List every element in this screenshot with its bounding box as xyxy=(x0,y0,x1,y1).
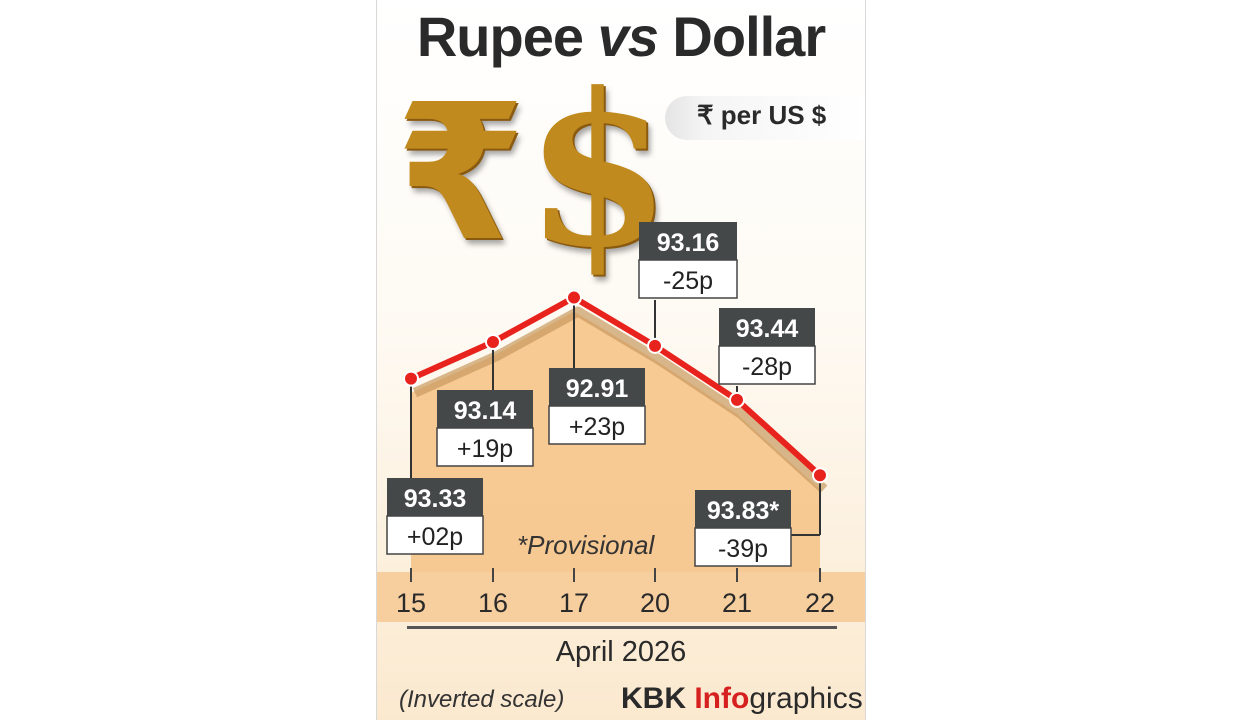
data-point xyxy=(566,289,582,306)
line-chart: 93.33 +02p 93.14 +19p 92.91 +23p 93.16 -25p 93.4… xyxy=(377,222,865,622)
credit-tail: graphics xyxy=(749,682,863,715)
x-tick-label: 15 xyxy=(396,588,426,618)
change-label-box xyxy=(718,345,816,385)
value-label-box xyxy=(549,368,645,406)
value-label-box xyxy=(719,308,815,346)
axis-band xyxy=(377,572,865,622)
change-label-box xyxy=(386,515,484,555)
credit-line: KBK Infographics xyxy=(621,682,863,716)
credit-brand: KBK xyxy=(621,682,695,715)
value-label: 93.33 xyxy=(404,485,467,513)
change-label-box xyxy=(638,259,738,299)
chart-title: Rupee vs Dollar xyxy=(377,4,865,69)
value-label-box xyxy=(695,490,791,528)
x-tick-label: 21 xyxy=(722,588,752,618)
change-label: -39p xyxy=(718,535,768,563)
infographic-panel: Rupee vs Dollar ₹ per US $ ₹ $ 93.33 +02p… xyxy=(376,0,866,720)
title-dollar: Dollar xyxy=(657,5,826,68)
credit-info: Info xyxy=(694,682,750,715)
change-label-box xyxy=(694,527,792,567)
change-label: -25p xyxy=(663,267,713,295)
x-axis-rule xyxy=(407,626,837,629)
value-label-box xyxy=(639,222,737,260)
title-rupee: Rupee xyxy=(416,5,598,68)
change-label: +23p xyxy=(569,413,625,441)
value-label-box xyxy=(437,390,533,428)
change-label: +19p xyxy=(457,435,513,463)
data-point xyxy=(647,337,663,354)
data-point xyxy=(812,467,828,484)
value-label: 93.16 xyxy=(657,229,720,257)
x-axis-label: April 2026 xyxy=(555,636,687,668)
change-label: -28p xyxy=(742,353,792,381)
title-vs: vs xyxy=(597,5,659,68)
value-label: 93.14 xyxy=(454,397,517,425)
x-tick-label: 22 xyxy=(805,588,835,618)
value-label: 93.44 xyxy=(736,315,799,343)
series-line-shadow xyxy=(412,306,828,493)
provisional-note: *Provisional xyxy=(517,530,655,560)
data-point xyxy=(729,391,745,408)
x-tick-label: 20 xyxy=(640,588,670,618)
data-point xyxy=(485,333,501,350)
value-label-box xyxy=(387,478,483,516)
x-tick-label: 16 xyxy=(478,588,508,618)
unit-label: ₹ per US $ xyxy=(697,100,827,130)
change-label-box xyxy=(548,405,646,445)
value-label: 93.83* xyxy=(707,497,780,525)
value-label: 92.91 xyxy=(566,375,629,403)
inverted-scale-note: (Inverted scale) xyxy=(399,686,565,713)
series-line xyxy=(409,294,823,478)
data-point xyxy=(403,370,419,387)
rupee-icon: ₹ xyxy=(395,64,526,283)
change-label: +02p xyxy=(407,523,463,551)
x-tick-label: 17 xyxy=(559,588,589,618)
unit-label-banner xyxy=(665,96,865,140)
change-label-box xyxy=(436,427,534,467)
